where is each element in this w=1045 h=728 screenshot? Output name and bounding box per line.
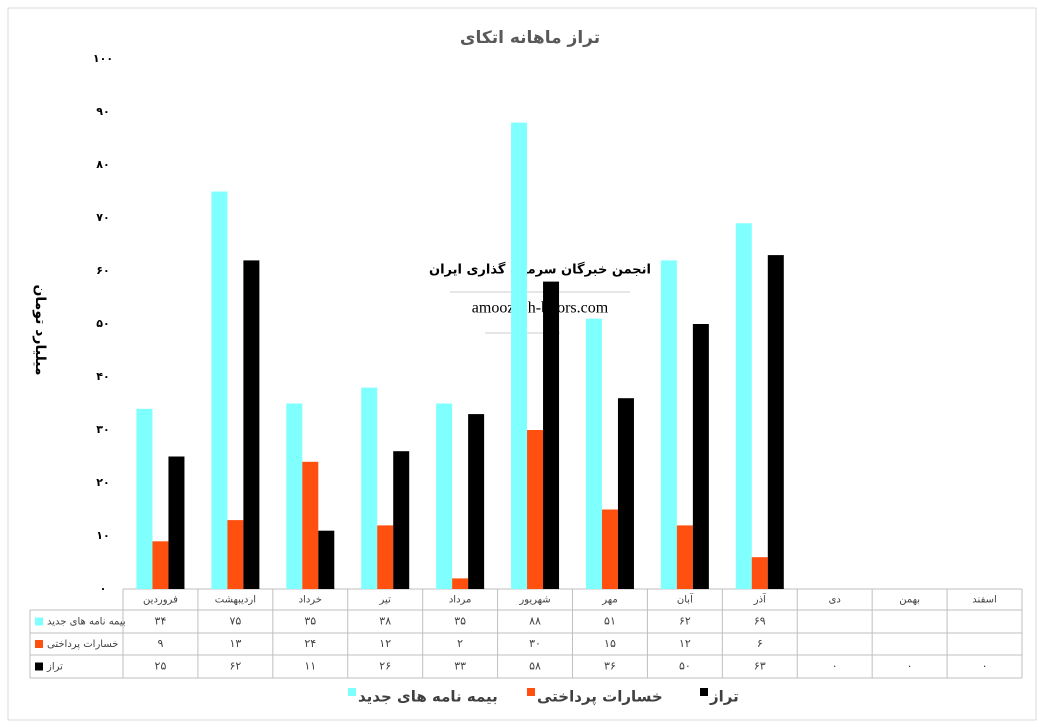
- table-value: ۱۲: [379, 637, 391, 650]
- x-tick-label: آبان: [677, 593, 694, 606]
- y-tick-label: ۷۰: [96, 211, 109, 224]
- table-value: ۳۰: [529, 637, 541, 650]
- table-value: ۰: [832, 660, 838, 673]
- bar: [243, 260, 260, 589]
- table-value: ۰: [907, 660, 913, 673]
- table-value: ۲: [457, 637, 463, 650]
- bar: [660, 260, 677, 589]
- x-tick-label: خرداد: [299, 595, 322, 606]
- table-legend-key: [35, 640, 43, 648]
- table-series-name: خسارات پرداختی: [47, 639, 118, 650]
- y-tick-label: ۲۰: [96, 476, 109, 489]
- table-series-name: بیمه نامه های جدید: [47, 617, 126, 628]
- bar: [676, 525, 693, 589]
- bar: [511, 122, 528, 589]
- table-legend-key: [35, 662, 43, 671]
- bar: [617, 398, 634, 589]
- legend-key: [348, 688, 356, 696]
- table-value: ۹: [157, 637, 163, 650]
- y-tick-label: ۱۰۰: [93, 52, 113, 65]
- bar: [585, 318, 602, 589]
- y-tick-label: ۴۰: [96, 370, 109, 383]
- x-tick-label: بهمن: [899, 595, 920, 606]
- table-value: ۱۱: [304, 660, 316, 673]
- table-value: ۶۲: [229, 660, 241, 673]
- table-value: ۳۳: [454, 660, 466, 673]
- y-tick-label: ۸۰: [96, 158, 109, 171]
- x-tick-label: دی: [829, 595, 841, 606]
- table-series-name: تراز: [46, 662, 63, 673]
- table-value: ۲۶: [379, 660, 391, 673]
- bar: [767, 255, 784, 589]
- bar: [286, 403, 303, 589]
- table-value: ۰: [982, 660, 988, 673]
- y-tick-label: ۳۰: [96, 423, 109, 436]
- x-tick-label: مهر: [601, 595, 617, 606]
- table-value: ۱۳: [229, 637, 241, 650]
- x-tick-label: شهریور: [518, 595, 550, 606]
- watermark-title: انجمن خبرگان سرمایه گذاری ایران: [429, 262, 651, 278]
- table-value: ۵۱: [604, 615, 616, 628]
- y-tick-label: ۰: [100, 582, 107, 595]
- x-tick-label: تیر: [379, 595, 392, 606]
- table-value: ۳۵: [454, 615, 466, 628]
- legend-key: [527, 688, 535, 696]
- bar: [302, 461, 319, 589]
- bar: [377, 525, 394, 589]
- bar: [452, 578, 469, 589]
- legend-label: خسارات پرداختی: [537, 688, 663, 707]
- bar: [393, 451, 410, 589]
- table-value: ۳۸: [379, 615, 391, 628]
- y-tick-label: ۶۰: [96, 264, 109, 277]
- table-value: ۳۵: [304, 615, 316, 628]
- table-value: ۶: [757, 637, 763, 650]
- watermark-url: amoozesh-boors.com: [472, 300, 609, 317]
- bar: [361, 387, 378, 589]
- legend-label: بیمه نامه های جدید: [358, 688, 498, 706]
- x-tick-label: اسفند: [972, 595, 996, 606]
- bar: [751, 557, 768, 589]
- bar: [211, 191, 228, 589]
- bar: [543, 281, 560, 589]
- x-tick-label: آذر: [753, 593, 767, 606]
- bar: [601, 509, 618, 589]
- table-value: ۱۲: [679, 637, 691, 650]
- bar: [152, 541, 169, 589]
- table-legend-key: [35, 617, 43, 626]
- legend-key: [700, 688, 708, 696]
- y-axis-label: میلیارد تومان: [32, 284, 48, 375]
- bar: [692, 324, 709, 589]
- table-value: ۲۵: [155, 660, 167, 673]
- table-value: ۵۰: [679, 660, 691, 673]
- y-tick-label: ۹۰: [96, 105, 109, 118]
- y-tick-label: ۱۰: [96, 529, 109, 542]
- table-value: ۵۸: [529, 660, 541, 673]
- bar: [735, 223, 752, 590]
- table-value: ۳۴: [155, 615, 167, 628]
- bar: [436, 403, 453, 589]
- bar: [168, 456, 185, 589]
- table-value: ۸۸: [529, 615, 541, 628]
- x-tick-label: مرداد: [449, 595, 472, 606]
- x-tick-label: اردیبهشت: [215, 595, 256, 606]
- table-value: ۳۶: [604, 660, 616, 673]
- table-value: ۲۴: [304, 637, 316, 650]
- bar: [227, 520, 244, 589]
- table-value: ۶۲: [679, 615, 691, 628]
- table-value: ۶۳: [754, 660, 766, 673]
- x-tick-label: فروردین: [143, 595, 178, 606]
- bar: [136, 408, 153, 589]
- table-value: ۶۹: [754, 615, 766, 628]
- y-tick-label: ۵۰: [96, 317, 109, 330]
- table-value: ۷۵: [229, 615, 241, 628]
- bar: [318, 530, 335, 589]
- table-value: ۱۵: [604, 637, 616, 650]
- chart-title: تراز ماهانه اتکای: [460, 28, 600, 48]
- bar: [468, 414, 485, 589]
- legend-label: تراز: [709, 688, 739, 706]
- bar: [527, 430, 544, 589]
